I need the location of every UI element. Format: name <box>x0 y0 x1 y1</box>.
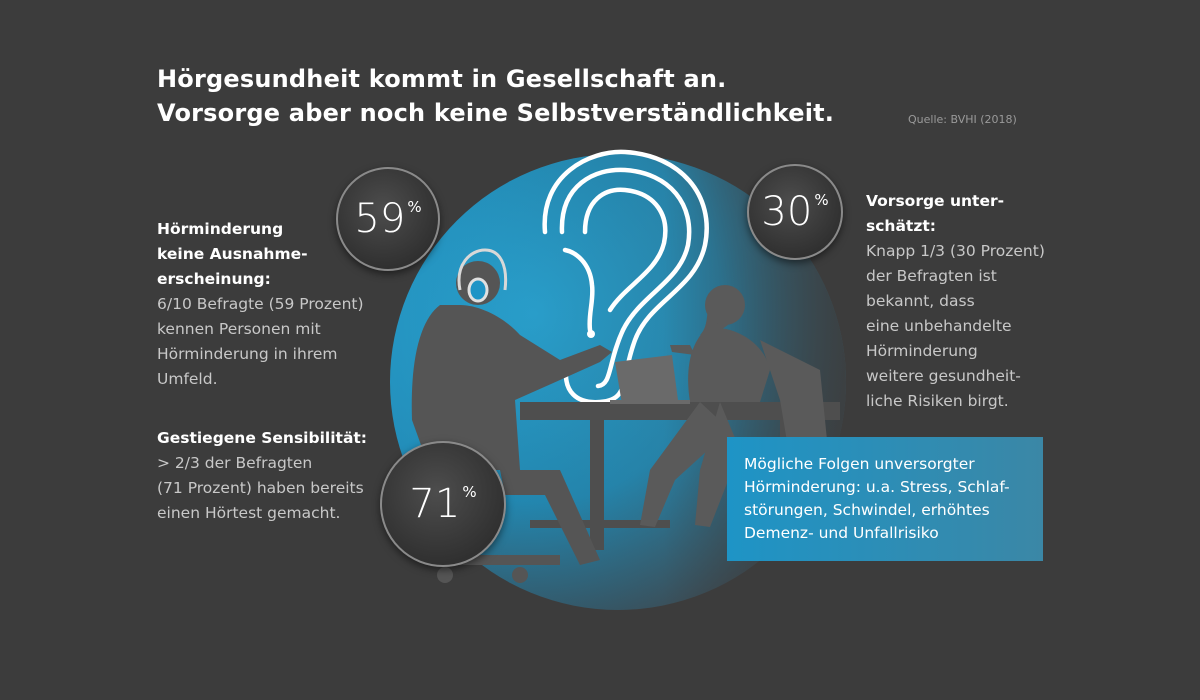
text-block-hoerminderung: Hörminderung keine Ausnahme- erscheinung… <box>157 217 364 392</box>
block-body-line: (71 Prozent) haben bereits <box>157 479 364 497</box>
info-line: Demenz- und Unfallrisiko <box>744 524 939 542</box>
stat-circle-71: 71% <box>380 441 506 567</box>
block-heading-line: erscheinung: <box>157 270 271 288</box>
block-body-line: Umfeld. <box>157 370 218 388</box>
stat-unit: % <box>814 191 829 209</box>
stat-value: 59 <box>354 196 406 242</box>
block-heading-line: Gestiegene Sensibilität: <box>157 429 368 447</box>
block-body-line: der Befragten ist <box>866 267 997 285</box>
title-line-1: Hörgesundheit kommt in Gesellschaft an. <box>157 65 727 93</box>
block-body-line: weitere gesundheit- <box>866 367 1021 385</box>
block-heading-line: Vorsorge unter- <box>866 192 1005 210</box>
info-line: Hörminderung: u.a. Stress, Schlaf- <box>744 478 1010 496</box>
stat-circle-30: 30% <box>747 164 843 260</box>
block-body-line: Hörminderung in ihrem <box>157 345 338 363</box>
info-line: störungen, Schwindel, erhöhtes <box>744 501 990 519</box>
block-body-line: Knapp 1/3 (30 Prozent) <box>866 242 1045 260</box>
stat-unit: % <box>407 198 422 216</box>
stat-value: 30 <box>761 189 813 235</box>
source-label: Quelle: BVHI (2018) <box>908 113 1017 126</box>
block-body-line: eine unbehandelte <box>866 317 1012 335</box>
block-body-line: liche Risiken birgt. <box>866 392 1009 410</box>
headphones-icon <box>457 248 508 303</box>
stat-circle-59: 59% <box>336 167 440 271</box>
block-body-line: bekannt, dass <box>866 292 975 310</box>
block-heading-line: keine Ausnahme- <box>157 245 308 263</box>
info-line: Mögliche Folgen unversorgter <box>744 455 975 473</box>
ear-question-mark-icon <box>542 149 709 405</box>
block-body-line: einen Hörtest gemacht. <box>157 504 341 522</box>
stat-value: 71 <box>409 481 461 527</box>
laptop-icon <box>610 355 690 404</box>
block-heading-line: schätzt: <box>866 217 936 235</box>
block-body-line: kennen Personen mit <box>157 320 321 338</box>
block-body-line: Hörminderung <box>866 342 978 360</box>
text-block-vorsorge: Vorsorge unter- schätzt: Knapp 1/3 (30 P… <box>866 189 1045 414</box>
stat-unit: % <box>462 483 477 501</box>
title-line-2: Vorsorge aber noch keine Selbstverständl… <box>157 99 835 127</box>
consequences-info-box: Mögliche Folgen unversorgter Hörminderun… <box>727 437 1043 561</box>
text-block-sensibilitaet: Gestiegene Sensibilität: > 2/3 der Befra… <box>157 426 367 526</box>
block-heading-line: Hörminderung <box>157 220 284 238</box>
page-title: Hörgesundheit kommt in Gesellschaft an. … <box>157 62 834 130</box>
block-body-line: 6/10 Befragte (59 Prozent) <box>157 295 364 313</box>
block-body-line: > 2/3 der Befragten <box>157 454 313 472</box>
